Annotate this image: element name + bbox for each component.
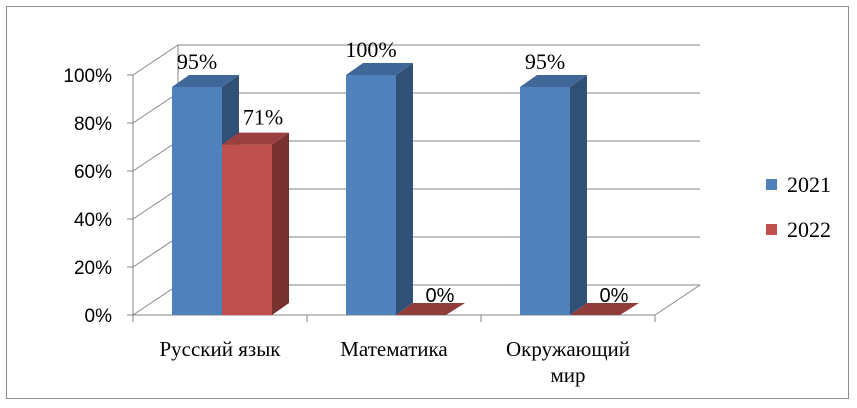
y-tick-label: 100%	[63, 66, 112, 87]
x-tick-label: Русский язык	[159, 337, 281, 361]
legend: 2021 2022	[766, 172, 831, 242]
bar-side	[396, 63, 413, 315]
legend-label-2021: 2021	[787, 172, 831, 197]
x-tick-label: Математика	[340, 337, 448, 361]
y-tick-label: 0%	[85, 306, 113, 327]
bar-front	[520, 87, 570, 315]
bar-2022-2	[396, 303, 465, 315]
y-tick-label: 80%	[74, 114, 112, 135]
data-label: 95%	[177, 49, 217, 74]
bar-front	[172, 87, 222, 315]
y-tick-label: 40%	[74, 210, 112, 231]
bar-side	[272, 132, 289, 315]
floor-right-edge	[654, 284, 701, 316]
x-axis: Русский язык Математика Окружающий мир	[132, 314, 656, 387]
bar-2021-2	[346, 63, 413, 315]
data-label: 100%	[345, 37, 396, 62]
bar-front	[346, 75, 396, 315]
legend-label-2022: 2022	[787, 217, 831, 242]
data-label: 71%	[243, 105, 283, 130]
bar-2022-3	[570, 303, 639, 315]
y-tick-label: 60%	[74, 162, 112, 183]
data-label: 0%	[600, 285, 629, 307]
bar-top	[520, 75, 587, 87]
data-labels: 95% 71% 100% 0% 95% 0%	[177, 37, 629, 307]
gridline	[132, 44, 700, 76]
bar-top	[346, 63, 413, 75]
bars	[172, 63, 639, 315]
bar-top-flat	[396, 303, 465, 315]
bar-front	[222, 144, 272, 315]
bar-side	[570, 75, 587, 315]
y-tick-label: 20%	[74, 258, 112, 279]
data-label: 0%	[426, 285, 455, 307]
x-tick-label: Окружающий мир	[506, 337, 630, 387]
y-axis: 0% 20% 40% 60% 80% 100%	[63, 66, 134, 327]
bar-top	[172, 75, 239, 87]
bar-top	[222, 132, 289, 145]
bar-top-flat	[570, 303, 639, 315]
bar-2021-3	[520, 75, 587, 315]
data-label: 95%	[525, 49, 565, 74]
bar-2022-1	[222, 132, 289, 315]
legend-swatch-2022	[766, 224, 777, 235]
legend-swatch-2021	[766, 179, 777, 190]
chart-frame	[6, 6, 849, 399]
